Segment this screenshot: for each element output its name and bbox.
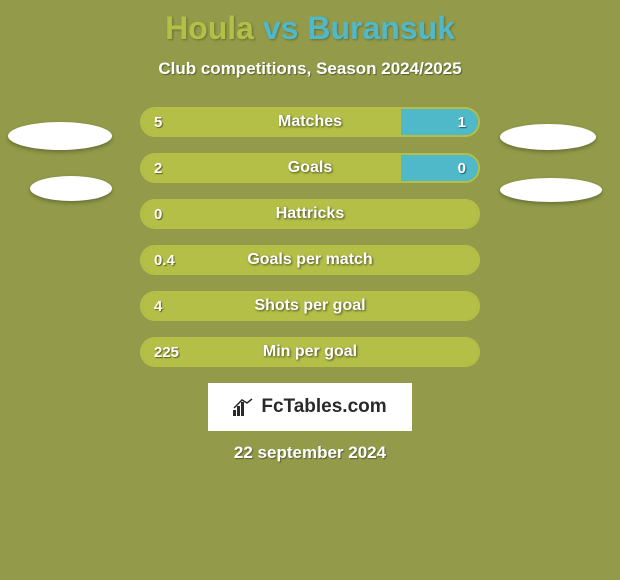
decorative-ellipse [500, 178, 602, 202]
bar-track: 00 [140, 199, 480, 229]
footer-logo-text: FcTables.com [261, 396, 386, 418]
decorative-ellipse [8, 122, 112, 150]
bar-left-value: 4 [142, 293, 478, 319]
bar-track: 20 [140, 153, 480, 183]
bar-left-value: 225 [142, 339, 478, 365]
subtitle: Club competitions, Season 2024/2025 [0, 59, 620, 79]
decorative-ellipse [30, 176, 112, 201]
chart-icon [233, 398, 255, 416]
page-title: Houla vs Buransuk [0, 10, 620, 47]
bar-track: 0.4 [140, 245, 480, 275]
bar-left-value: 0.4 [142, 247, 478, 273]
bar-track: 51 [140, 107, 480, 137]
stat-row: 225Min per goal [0, 337, 620, 367]
bar-track: 4 [140, 291, 480, 321]
title-vs: vs [263, 10, 299, 46]
bar-left-value: 0 [142, 201, 478, 227]
decorative-ellipse [500, 124, 596, 150]
title-player2: Buransuk [307, 10, 455, 46]
stat-row: 00Hattricks [0, 199, 620, 229]
bar-right-value: 1 [401, 109, 478, 135]
bar-right-value: 0 [401, 155, 478, 181]
footer-date: 22 september 2024 [0, 443, 620, 463]
footer-logo: FcTables.com [208, 383, 412, 431]
bar-left-value: 2 [142, 155, 401, 181]
stats-comparison-container: Houla vs Buransuk Club competitions, Sea… [0, 0, 620, 580]
bar-left-value: 5 [142, 109, 401, 135]
stat-row: 0.4Goals per match [0, 245, 620, 275]
stat-row: 4Shots per goal [0, 291, 620, 321]
bar-track: 225 [140, 337, 480, 367]
title-player1: Houla [165, 10, 254, 46]
